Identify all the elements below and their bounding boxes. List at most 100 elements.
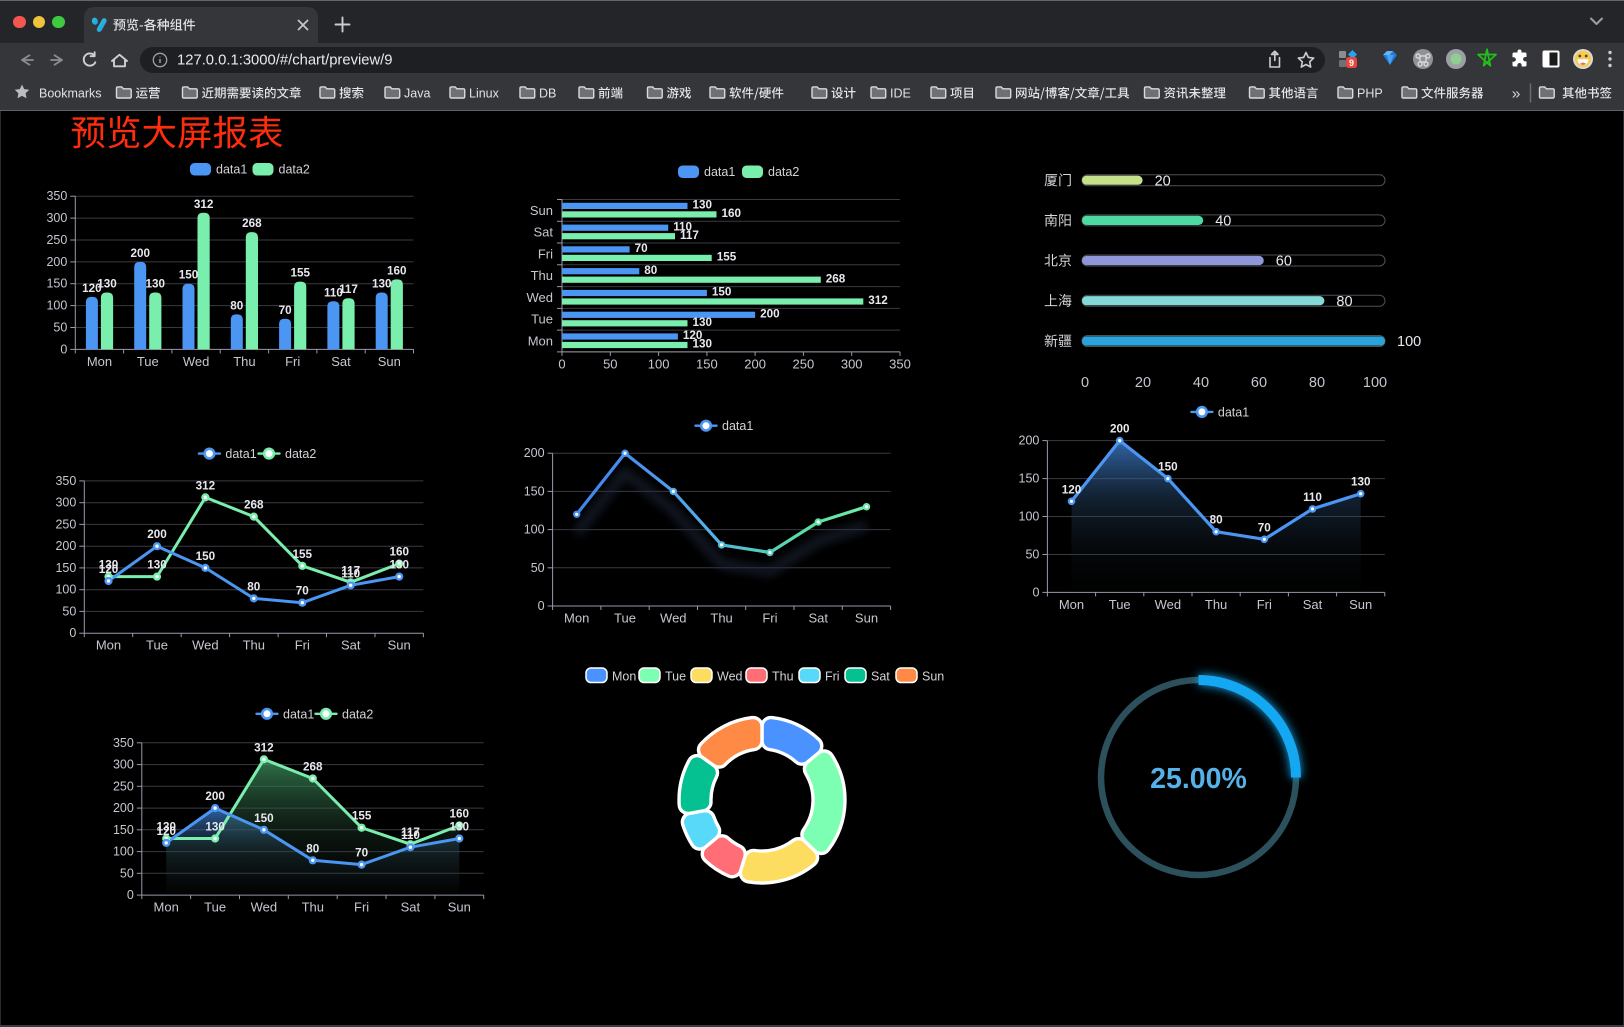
svg-text:150: 150 [113, 823, 134, 837]
svg-text:Sat: Sat [871, 670, 890, 684]
svg-text:Tue: Tue [1109, 597, 1131, 612]
svg-text:Thu: Thu [1205, 597, 1227, 612]
svg-text:150: 150 [1019, 472, 1040, 486]
svg-text:Mon: Mon [1059, 597, 1084, 612]
svg-text:130: 130 [1351, 476, 1371, 489]
svg-text:Wed: Wed [192, 638, 219, 653]
svg-text:Thu: Thu [302, 900, 324, 915]
svg-text:155: 155 [717, 251, 737, 264]
svg-text:80: 80 [1336, 294, 1352, 310]
svg-text:80: 80 [306, 842, 320, 855]
svg-text:350: 350 [46, 189, 67, 203]
svg-text:350: 350 [113, 736, 134, 750]
svg-text:300: 300 [46, 211, 67, 225]
svg-text:Sun: Sun [378, 354, 401, 369]
svg-text:155: 155 [290, 267, 310, 280]
svg-text:160: 160 [389, 546, 409, 559]
svg-text:300: 300 [113, 758, 134, 772]
svg-text:120: 120 [683, 329, 703, 342]
svg-text:130: 130 [693, 338, 713, 351]
svg-text:200: 200 [1110, 423, 1130, 436]
svg-text:20: 20 [1155, 173, 1171, 189]
svg-text:Fri: Fri [1257, 597, 1272, 612]
svg-text:Fri: Fri [538, 246, 553, 261]
svg-text:250: 250 [55, 517, 76, 531]
svg-text:Mon: Mon [528, 334, 553, 349]
svg-text:50: 50 [531, 561, 545, 575]
svg-text:Thu: Thu [531, 268, 553, 283]
svg-text:data2: data2 [342, 707, 373, 721]
svg-text:80: 80 [644, 264, 658, 277]
svg-text:150: 150 [696, 356, 718, 371]
svg-text:130: 130 [693, 316, 713, 329]
svg-text:155: 155 [352, 810, 372, 823]
svg-text:Sun: Sun [388, 638, 411, 653]
svg-text:150: 150 [179, 269, 199, 282]
svg-text:200: 200 [1019, 434, 1040, 448]
svg-text:DB: DB [539, 87, 556, 101]
svg-text:80: 80 [230, 299, 244, 312]
svg-text:data2: data2 [768, 165, 799, 179]
svg-text:Fri: Fri [285, 354, 300, 369]
svg-text:IDE: IDE [890, 87, 911, 101]
svg-text:100: 100 [1363, 375, 1387, 391]
svg-text:130: 130 [372, 278, 392, 291]
svg-text:100: 100 [113, 845, 134, 859]
svg-text:100: 100 [1019, 510, 1040, 524]
svg-text:160: 160 [450, 808, 470, 821]
svg-text:70: 70 [296, 585, 310, 598]
svg-text:130: 130 [99, 559, 119, 572]
svg-text:150: 150 [524, 484, 545, 498]
svg-text:117: 117 [401, 826, 420, 839]
svg-text:80: 80 [1210, 514, 1224, 527]
svg-text:Sat: Sat [341, 638, 361, 653]
svg-text:Fri: Fri [825, 670, 840, 684]
svg-text:250: 250 [113, 779, 134, 793]
svg-text:0: 0 [127, 888, 134, 902]
svg-text:50: 50 [1025, 548, 1039, 562]
svg-text:130: 130 [97, 278, 117, 291]
svg-text:50: 50 [603, 356, 617, 371]
svg-text:Wed: Wed [183, 354, 210, 369]
svg-text:Wed: Wed [527, 290, 554, 305]
svg-text:data2: data2 [279, 163, 310, 177]
svg-text:data1: data1 [704, 165, 735, 179]
svg-text:312: 312 [196, 479, 216, 492]
svg-text:250: 250 [46, 233, 67, 247]
svg-text:110: 110 [341, 567, 360, 580]
svg-text:200: 200 [147, 528, 167, 541]
svg-text:40: 40 [1215, 214, 1231, 230]
svg-text:130: 130 [147, 559, 167, 572]
svg-text:80: 80 [1309, 375, 1325, 391]
svg-text:350: 350 [55, 474, 76, 488]
svg-text:20: 20 [1135, 375, 1151, 391]
svg-text:data1: data1 [225, 447, 256, 461]
svg-text:150: 150 [254, 812, 274, 825]
svg-text:0: 0 [558, 356, 565, 371]
svg-text:100: 100 [46, 299, 67, 313]
svg-text:117: 117 [339, 283, 358, 296]
svg-text:150: 150 [46, 277, 67, 291]
svg-text:268: 268 [242, 217, 262, 230]
svg-text:Tue: Tue [137, 354, 159, 369]
svg-text:0: 0 [60, 342, 67, 356]
svg-text:110: 110 [1303, 491, 1322, 504]
svg-text:Mon: Mon [612, 670, 636, 684]
svg-text:Sat: Sat [331, 354, 351, 369]
svg-text:150: 150 [55, 561, 76, 575]
svg-text:data1: data1 [216, 163, 247, 177]
svg-text:268: 268 [303, 761, 323, 774]
svg-text:50: 50 [120, 866, 134, 880]
svg-text:200: 200 [55, 539, 76, 553]
svg-text:Sun: Sun [1349, 597, 1372, 612]
svg-text:40: 40 [1193, 375, 1209, 391]
svg-text:200: 200 [113, 801, 134, 815]
svg-text:0: 0 [1081, 375, 1089, 391]
svg-text:350: 350 [889, 356, 911, 371]
svg-text:Tue: Tue [204, 900, 226, 915]
svg-text:268: 268 [826, 272, 846, 285]
svg-text:Wed: Wed [717, 670, 743, 684]
svg-text:200: 200 [744, 356, 766, 371]
svg-text:268: 268 [244, 499, 264, 512]
svg-text:312: 312 [254, 741, 274, 754]
